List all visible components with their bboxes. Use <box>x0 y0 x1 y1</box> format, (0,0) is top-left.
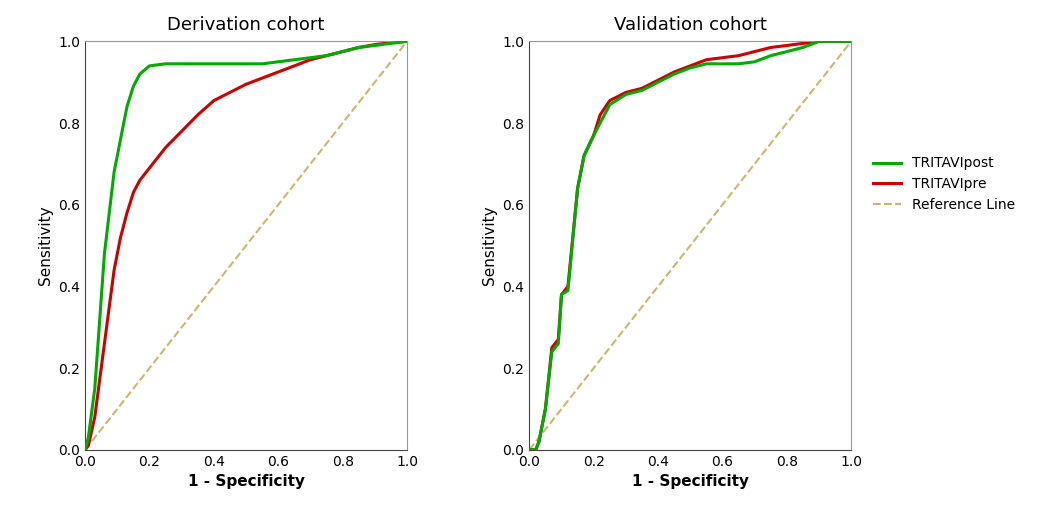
Y-axis label: Sensitivity: Sensitivity <box>37 206 53 285</box>
Y-axis label: Sensitivity: Sensitivity <box>482 206 497 285</box>
X-axis label: 1 - Specificity: 1 - Specificity <box>187 474 304 489</box>
X-axis label: 1 - Specificity: 1 - Specificity <box>632 474 749 489</box>
Title: Validation cohort: Validation cohort <box>614 16 767 34</box>
Title: Derivation cohort: Derivation cohort <box>167 16 325 34</box>
Legend: TRITAVIpost, TRITAVIpre, Reference Line: TRITAVIpost, TRITAVIpre, Reference Line <box>868 151 1021 218</box>
